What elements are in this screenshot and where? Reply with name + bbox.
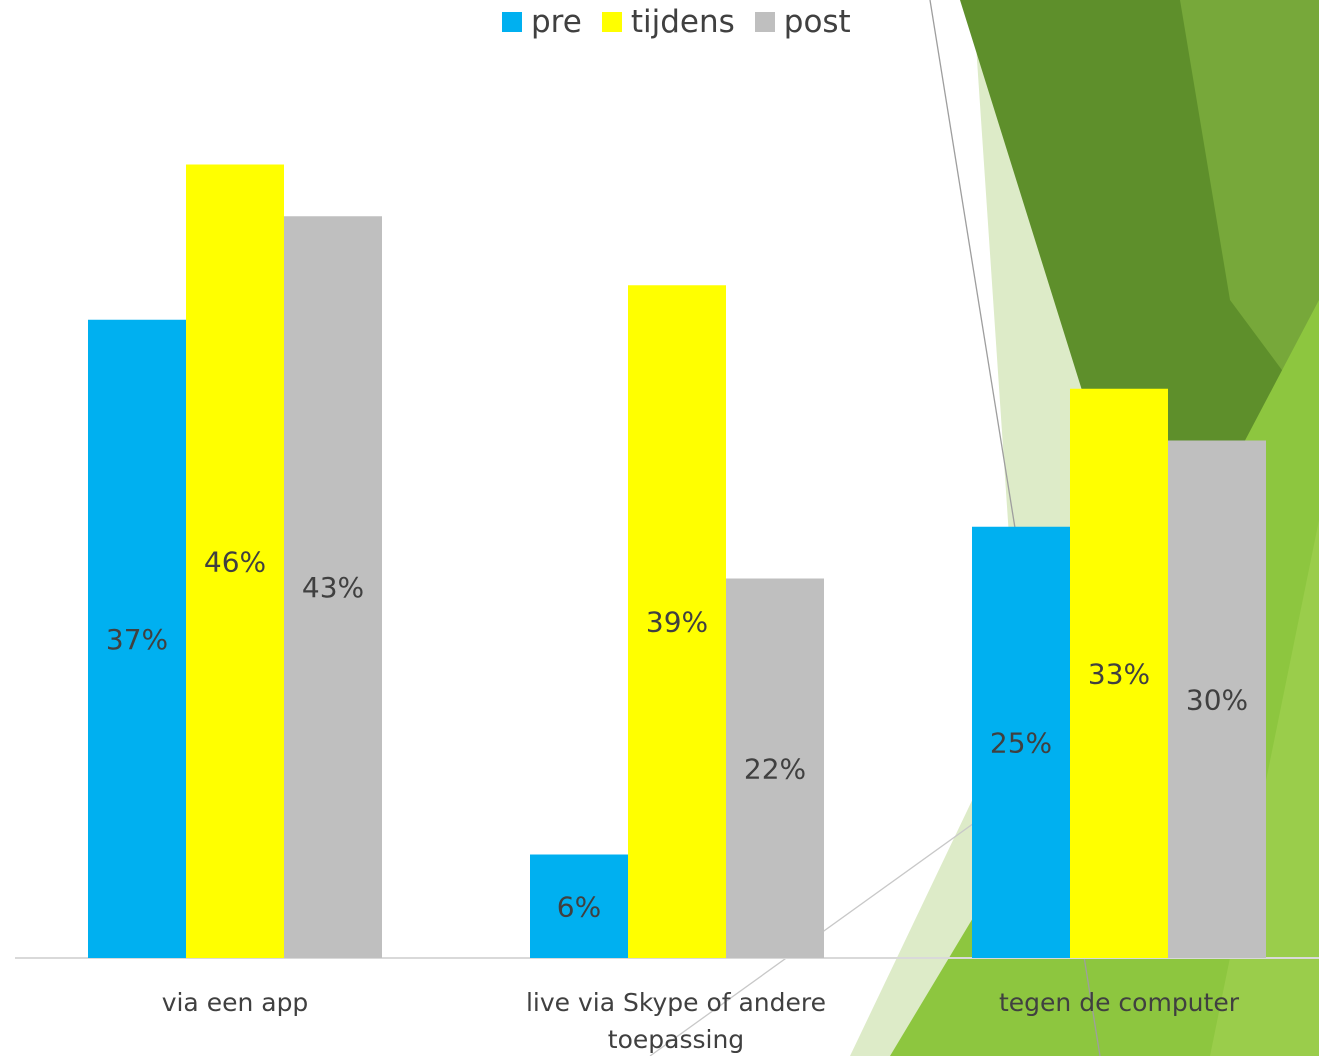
bar-tijdens-0 bbox=[186, 164, 284, 958]
bar-post-1 bbox=[726, 578, 824, 958]
legend-item-tijdens: tijdens bbox=[601, 4, 735, 40]
category-label-via-een-app: via een app bbox=[70, 984, 400, 1021]
category-text-line1: live via Skype of andere bbox=[525, 988, 827, 1017]
bar-post-2 bbox=[1168, 440, 1266, 958]
bar-tijdens-1 bbox=[628, 285, 726, 958]
bar-pre-1 bbox=[530, 854, 628, 958]
data-label-pre-1: 6% bbox=[557, 890, 601, 923]
legend-swatch-pre bbox=[502, 12, 522, 32]
legend-item-post: post bbox=[754, 4, 851, 40]
diagonal-line-lower bbox=[649, 789, 1021, 1056]
legend-label-tijdens: tijdens bbox=[630, 4, 735, 40]
category-text-line2: toepassing bbox=[607, 1025, 745, 1054]
data-label-tijdens-2: 33% bbox=[1088, 657, 1150, 690]
data-label-pre-0: 37% bbox=[106, 623, 168, 656]
bar-pre-2 bbox=[972, 526, 1070, 958]
legend-item-pre: pre bbox=[502, 4, 582, 40]
bar-post-0 bbox=[284, 216, 382, 958]
category-label-tegen-de-computer: tegen de computer bbox=[954, 984, 1284, 1021]
category-text: via een app bbox=[161, 988, 309, 1017]
legend-swatch-tijdens bbox=[601, 12, 622, 32]
category-label-live-via-skype: live via Skype of andere toepassing bbox=[511, 984, 841, 1058]
legend-label-pre: pre bbox=[531, 4, 582, 40]
data-label-post-0: 43% bbox=[302, 571, 364, 604]
data-label-pre-2: 25% bbox=[990, 726, 1052, 759]
legend: pre tijdens post bbox=[502, 4, 871, 40]
bar-tijdens-2 bbox=[1070, 388, 1168, 958]
bar-pre-0 bbox=[88, 319, 186, 958]
data-label-post-1: 22% bbox=[744, 752, 806, 785]
category-text: tegen de computer bbox=[999, 988, 1239, 1017]
legend-swatch-post bbox=[754, 12, 775, 32]
mid-green-facet bbox=[1180, 0, 1319, 420]
data-label-tijdens-0: 46% bbox=[204, 545, 266, 578]
legend-label-post: post bbox=[783, 4, 851, 40]
data-label-tijdens-1: 39% bbox=[646, 606, 708, 639]
data-label-post-2: 30% bbox=[1186, 683, 1248, 716]
